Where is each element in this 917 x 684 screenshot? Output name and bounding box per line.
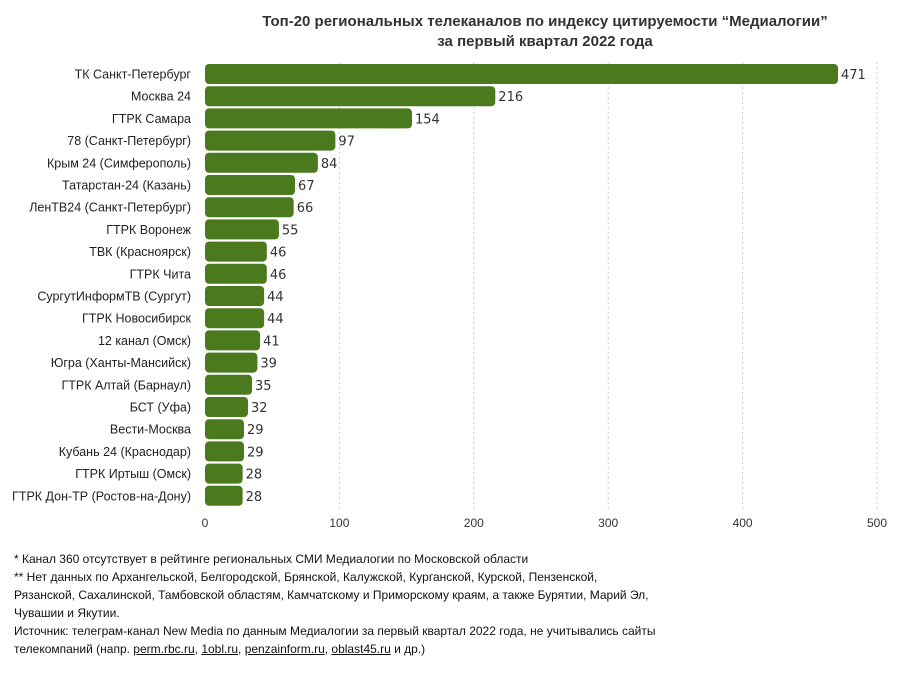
footnote-channel-360: * Канал 360 отсутствует в рейтинге регио… (14, 552, 529, 566)
footnotes: * Канал 360 отсутствует в рейтинге регио… (14, 550, 734, 658)
value-label: 41 (263, 334, 280, 349)
value-label: 46 (270, 268, 287, 283)
footnote-missing-data-2: Рязанской, Сахалинской, Тамбовской облас… (14, 588, 649, 602)
value-label: 471 (841, 68, 866, 83)
bar (205, 152, 318, 173)
category-label: БСТ (Уфа) (130, 401, 191, 415)
category-label: ГТРК Воронеж (106, 223, 191, 237)
category-label: Крым 24 (Симферополь) (47, 156, 191, 170)
value-label: 29 (247, 423, 264, 438)
value-label: 55 (282, 223, 299, 238)
value-label: 35 (255, 379, 272, 394)
bar (205, 485, 243, 506)
bar (205, 441, 244, 462)
bar (205, 286, 265, 306)
value-label: 28 (246, 490, 263, 505)
value-label: 97 (338, 135, 355, 150)
category-label: ГТРК Чита (130, 267, 191, 281)
value-label: 28 (246, 468, 263, 483)
category-label: ГТРК Новосибирск (82, 312, 192, 326)
value-label: 66 (297, 201, 314, 216)
value-label: 44 (267, 290, 284, 305)
bar (205, 130, 336, 151)
bar (205, 419, 244, 440)
category-label: ТВК (Красноярск) (89, 245, 191, 259)
value-label: 32 (251, 401, 268, 416)
link-separator: , (238, 642, 245, 656)
bar (205, 463, 243, 484)
source-line-2: телекомпаний (напр. perm.rbc.ru, 1obl.ru… (14, 640, 734, 658)
footnote-missing-data-1: ** Нет данных по Архангельской, Белгород… (14, 570, 598, 584)
chart-title-line-1: Топ-20 региональных телеканалов по индек… (262, 13, 828, 30)
link-perm-rbc[interactable]: perm.rbc.ru (133, 642, 195, 656)
source-prefix: телекомпаний (напр. (14, 642, 134, 656)
category-label: 78 (Санкт-Петербург) (67, 134, 191, 148)
source-line-1: Источник: телеграм-канал New Media по да… (14, 624, 656, 638)
x-tick-label: 500 (867, 516, 887, 530)
chart-title: Топ-20 региональных телеканалов по индек… (200, 12, 890, 52)
x-tick-label: 300 (598, 516, 618, 530)
category-label: Кубань 24 (Краснодар) (59, 445, 191, 459)
bar (205, 64, 839, 84)
value-label: 39 (260, 357, 277, 372)
category-labels: ТК Санкт-Петербург Москва 24 ГТРК Самара 78… (12, 68, 192, 504)
category-label: ГТРК Алтай (Барнаул) (61, 378, 191, 392)
value-label: 216 (498, 90, 523, 105)
grid-lines (338, 62, 878, 510)
value-label: 84 (321, 157, 338, 172)
category-label: СургутИнформТВ (Сургут) (37, 290, 191, 304)
category-label: ГТРК Дон-ТР (Ростов-на-Дону) (12, 489, 191, 503)
x-tick-label: 0 (202, 516, 209, 530)
value-label: 67 (298, 179, 315, 194)
footnote-missing-data-3: Чувашии и Якутии. (14, 606, 120, 620)
chart-title-line-2: за первый квартал 2022 года (437, 33, 653, 50)
bar (205, 86, 496, 107)
bars (205, 64, 839, 506)
category-label: Югра (Ханты-Мансийск) (51, 356, 191, 370)
bar (205, 241, 267, 262)
x-tick-label: 100 (329, 516, 349, 530)
category-label: Татарстан-24 (Казань) (62, 179, 191, 193)
category-label: 12 канал (Омск) (98, 334, 191, 348)
link-separator: , (324, 642, 332, 656)
value-label: 154 (415, 112, 440, 127)
bar (205, 330, 261, 351)
bar (205, 263, 267, 284)
link-separator: , (194, 642, 202, 656)
bar (205, 197, 294, 218)
link-penzainform[interactable]: penzainform.ru (244, 642, 325, 656)
x-tick-label: 200 (464, 516, 484, 530)
category-label: Вести-Москва (110, 423, 191, 437)
bar (205, 397, 249, 417)
category-label: Москва 24 (131, 90, 191, 104)
x-axis-ticks: 0 100 200 300 400 500 (202, 516, 888, 530)
value-label: 44 (267, 312, 284, 327)
bar (205, 175, 296, 195)
category-label: ЛенТВ24 (Санкт-Петербург) (29, 201, 191, 215)
category-label: ГТРК Самара (112, 112, 191, 126)
category-label: ТК Санкт-Петербург (75, 68, 192, 82)
bar (205, 308, 265, 329)
value-label: 29 (247, 445, 264, 460)
bar (205, 219, 279, 240)
bar (205, 108, 412, 129)
bar (205, 352, 258, 373)
bar (205, 374, 253, 395)
bar-chart: ТК Санкт-Петербург Москва 24 ГТРК Самара 78… (12, 62, 888, 530)
link-oblast45[interactable]: oblast45.ru (331, 642, 391, 656)
category-label: ГТРК Иртыш (Омск) (75, 467, 191, 481)
value-label: 46 (270, 246, 287, 261)
x-tick-label: 400 (733, 516, 753, 530)
link-1obl[interactable]: 1obl.ru (201, 642, 239, 656)
source-suffix: и др.) (390, 642, 426, 656)
